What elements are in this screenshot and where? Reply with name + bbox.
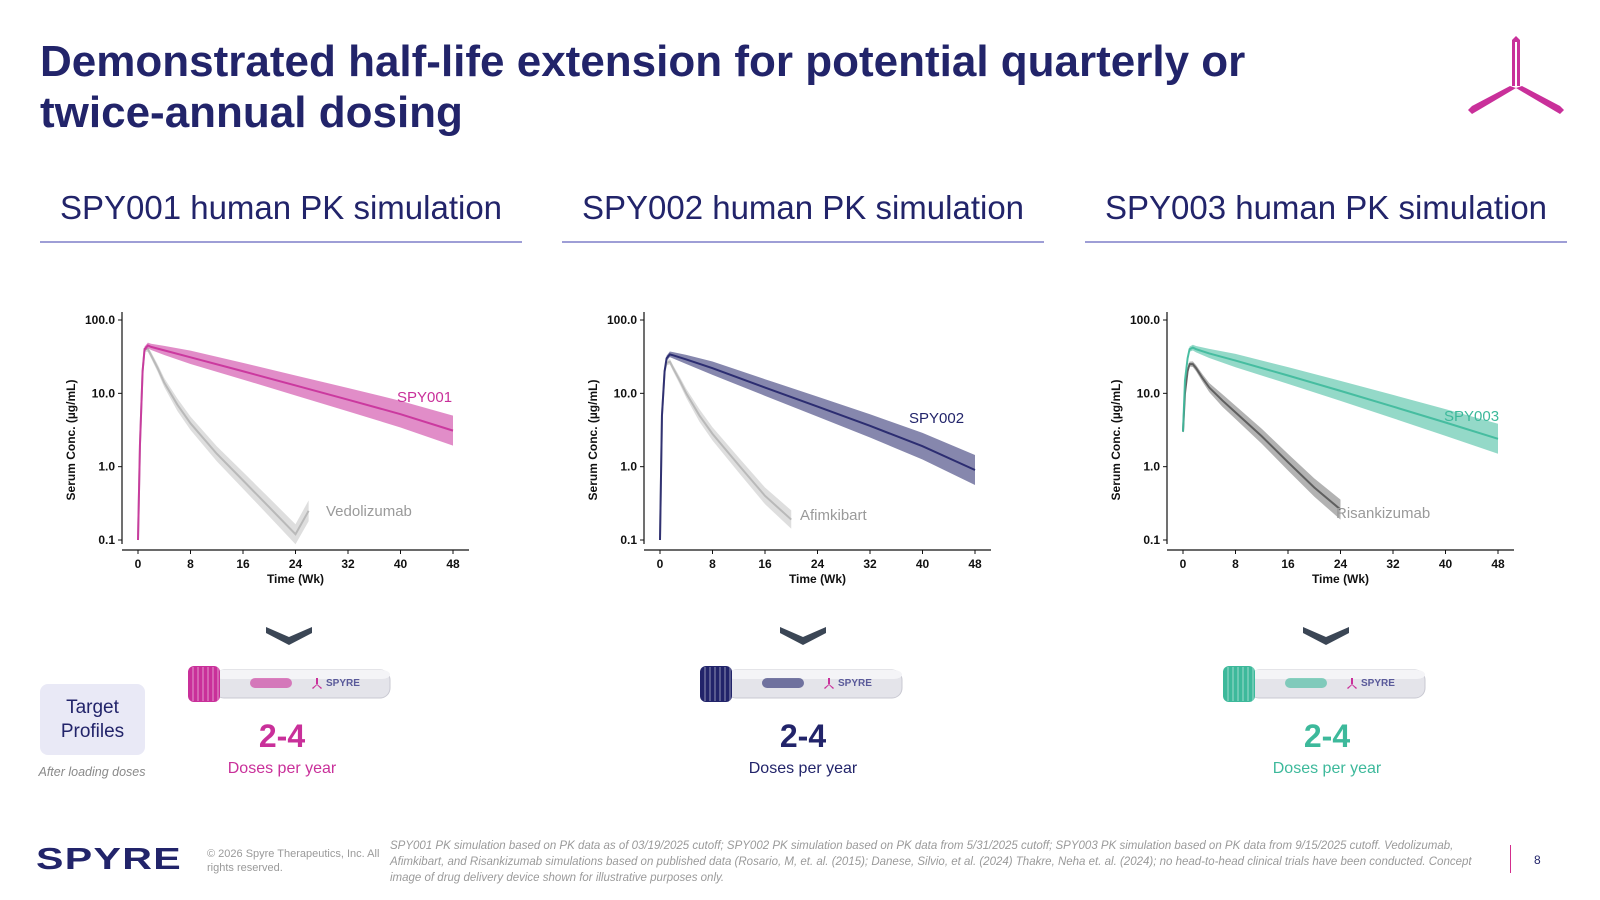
x-tick-label: 32 (341, 557, 355, 571)
source-footnote: SPY001 PK simulation based on PK data as… (390, 840, 1472, 884)
panel-divider (1085, 241, 1567, 243)
series-line-spy001 (137, 344, 454, 541)
x-tick-label: 16 (236, 557, 250, 571)
x-tick-label: 0 (657, 557, 664, 571)
panel-divider (562, 241, 1044, 243)
x-tick-label: 16 (1281, 557, 1295, 571)
y-tick-label: 10.0 (614, 386, 638, 400)
doses-label: Doses per year (1272, 760, 1382, 777)
series-line-spy003 (1182, 346, 1499, 440)
device-brand-label: SPYRE (1361, 678, 1395, 689)
target-profiles-badge: Target Profiles (40, 684, 145, 755)
doses-count: 2-4 (779, 718, 827, 754)
x-tick-label: 24 (1334, 557, 1348, 571)
doses-count: 2-4 (258, 718, 306, 754)
panel-spy002: SPY002 human PK simulation 100.0 10.0 1.0 0… (562, 188, 1044, 788)
series-band-spy001 (138, 342, 453, 542)
y-tick-label: 0.1 (1143, 533, 1160, 547)
chevron-down-icon (780, 627, 826, 645)
chevron-down-icon (1303, 627, 1349, 645)
series-line-risankizumab (1182, 363, 1342, 511)
x-axis-label: Time (Wk) (789, 572, 846, 586)
x-tick-label: 32 (1386, 557, 1400, 571)
series-label-spy001: SPY001 (397, 389, 452, 406)
autoinjector-device-image: SPYRE (188, 666, 391, 702)
x-tick-label: 24 (811, 557, 825, 571)
autoinjector-device-image: SPYRE (700, 666, 903, 702)
y-tick-label: 0.1 (620, 533, 637, 547)
series-label-afimkibart: Afimkibart (800, 507, 868, 524)
x-tick-label: 40 (916, 557, 930, 571)
target-profiles-note: After loading doses (38, 765, 146, 779)
series-label-risankizumab: Risankizumab (1336, 505, 1430, 522)
y-axis-label: Serum Conc. (µg/mL) (586, 380, 600, 501)
series-line-spy002 (659, 353, 976, 541)
x-axis-label: Time (Wk) (267, 572, 324, 586)
x-tick-label: 16 (758, 557, 772, 571)
slide-title: Demonstrated half-life extension for pot… (40, 37, 1246, 137)
x-tick-label: 0 (135, 557, 142, 571)
y-tick-label: 1.0 (98, 460, 115, 474)
autoinjector-device-image: SPYRE (1223, 666, 1426, 702)
panel-spy003: SPY003 human PK simulation 100.0 10.0 1.0 0… (1085, 188, 1567, 788)
chevron-down-icon (266, 627, 312, 645)
series-label-spy003: SPY003 (1444, 408, 1499, 425)
x-tick-label: 8 (709, 557, 716, 571)
x-tick-label: 8 (1232, 557, 1239, 571)
x-axis-label: Time (Wk) (1312, 572, 1369, 586)
doses-label: Doses per year (748, 760, 858, 777)
x-tick-label: 40 (1439, 557, 1453, 571)
x-tick-label: 48 (968, 557, 982, 571)
tri-blade-logo-icon (1468, 36, 1564, 114)
panel-spy001: SPY001 human PK simulation 100.0 10.0 1.0 0… (40, 188, 522, 788)
spyre-wordmark-logo: SPYRE (36, 844, 182, 872)
series-band-spy002 (660, 351, 975, 542)
panel-title: SPY002 human PK simulation (581, 189, 1025, 226)
spyre-wordmark-text: SPYRE (36, 844, 182, 872)
panel-title: SPY003 human PK simulation (1104, 189, 1548, 226)
x-tick-label: 48 (1491, 557, 1505, 571)
y-tick-label: 100.0 (1130, 313, 1160, 327)
panel-title: SPY001 human PK simulation (59, 189, 503, 226)
series-band-vedolizumab (138, 346, 309, 545)
y-tick-label: 100.0 (85, 313, 115, 327)
panel-divider (40, 241, 522, 243)
page-number: 8 (1534, 853, 1541, 867)
pk-chart-spy002: 100.0 10.0 1.0 0.1 0 8 16 24 32 40 48 Time (Wk) Seru… (586, 312, 991, 586)
pk-chart-spy003: 100.0 10.0 1.0 0.1 0 8 16 24 32 40 48 Time (Wk) Seru… (1109, 312, 1514, 586)
series-label-spy002: SPY002 (909, 410, 964, 427)
y-tick-label: 0.1 (98, 533, 115, 547)
series-band-spy003 (1183, 344, 1498, 454)
footer-divider (1510, 845, 1511, 873)
y-tick-label: 10.0 (92, 386, 116, 400)
y-axis-label: Serum Conc. (µg/mL) (64, 380, 78, 501)
x-tick-label: 48 (446, 557, 460, 571)
y-axis-label: Serum Conc. (µg/mL) (1109, 380, 1123, 501)
copyright-notice: © 2026 Spyre Therapeutics, Inc. All righ… (207, 848, 380, 874)
y-tick-label: 1.0 (620, 460, 637, 474)
x-tick-label: 0 (1180, 557, 1187, 571)
y-tick-label: 1.0 (1143, 460, 1160, 474)
x-tick-label: 32 (863, 557, 877, 571)
y-tick-label: 10.0 (1137, 386, 1161, 400)
y-tick-label: 100.0 (607, 313, 637, 327)
x-tick-label: 8 (187, 557, 194, 571)
doses-count: 2-4 (1303, 718, 1351, 754)
series-label-vedolizumab: Vedolizumab (326, 503, 412, 520)
device-brand-label: SPYRE (326, 678, 360, 689)
x-tick-label: 40 (394, 557, 408, 571)
doses-label: Doses per year (227, 760, 337, 777)
device-brand-label: SPYRE (838, 678, 872, 689)
x-tick-label: 24 (289, 557, 303, 571)
pk-chart-spy001: 100.0 10.0 1.0 0.1 0 8 16 24 32 40 48 Time (Wk) Seru… (64, 312, 469, 586)
